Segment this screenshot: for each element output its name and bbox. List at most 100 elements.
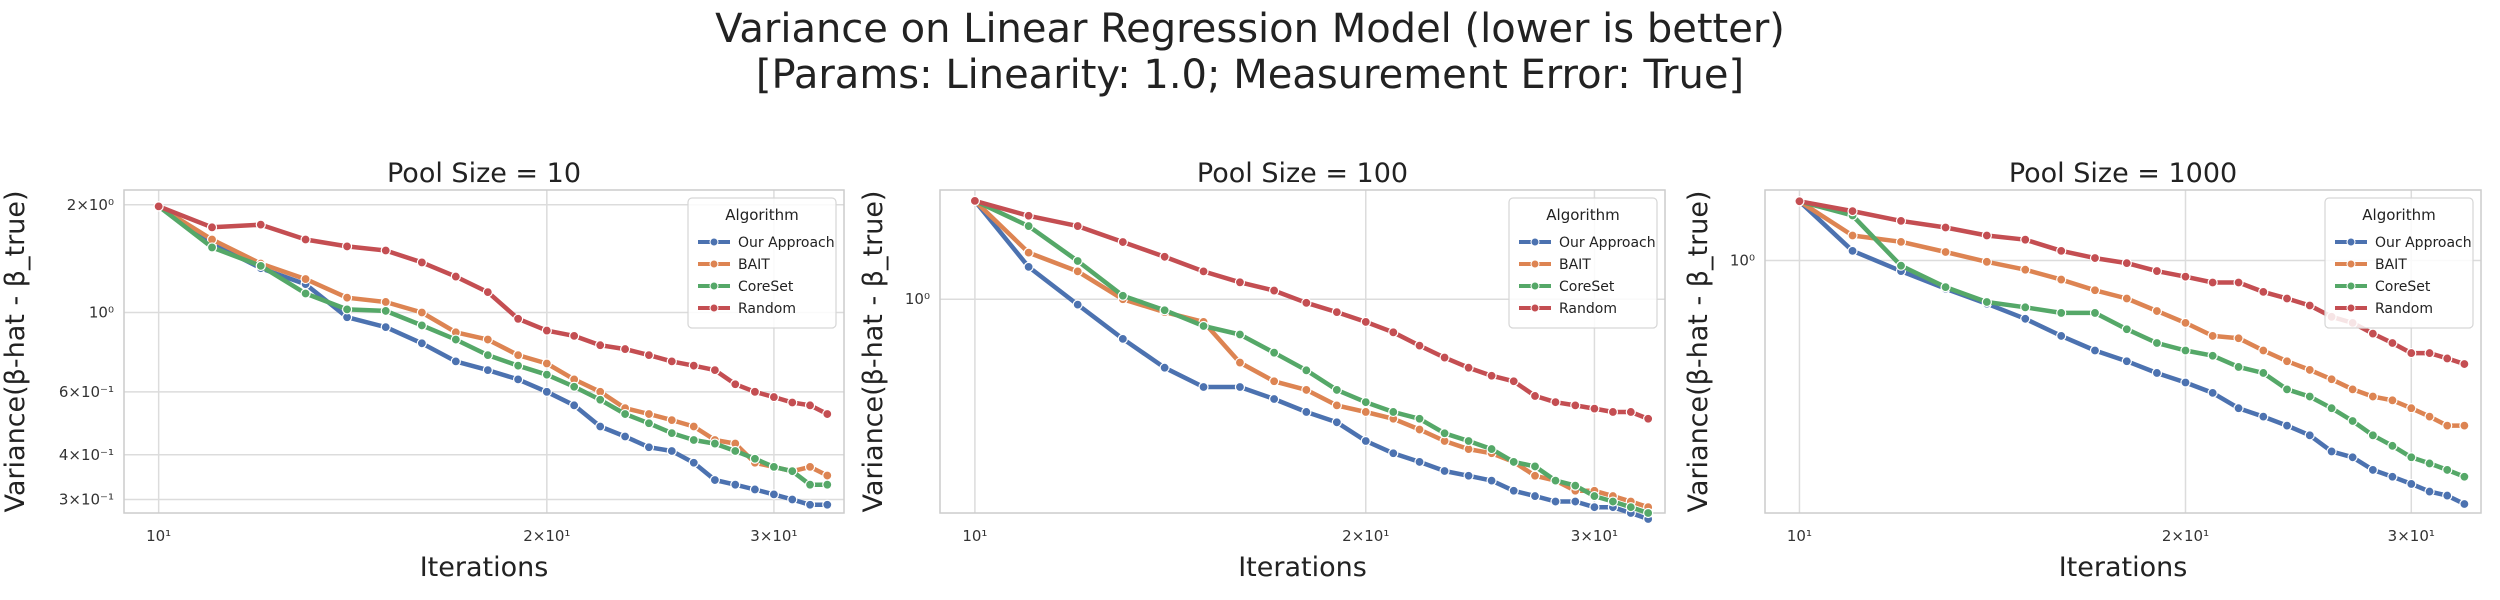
data-point [2459, 420, 2470, 431]
data-point [1159, 305, 1170, 316]
data-point [2459, 358, 2470, 370]
data-point [1269, 376, 1280, 387]
data-point [206, 222, 218, 233]
data-point [2442, 464, 2453, 476]
data-point [1072, 255, 1083, 267]
legend-box [687, 197, 837, 329]
data-point [1117, 333, 1128, 344]
data-point [2304, 430, 2315, 441]
data-point [300, 288, 311, 299]
y-tick-label: 10⁰ [89, 303, 114, 321]
data-point [450, 356, 461, 367]
data-point [2207, 277, 2218, 288]
data-point [2387, 337, 2398, 349]
data-point [2056, 307, 2067, 319]
data-point [1981, 296, 1992, 308]
data-point [749, 484, 761, 495]
data-point [2281, 420, 2293, 431]
y-tick-label: 2×10⁰ [67, 196, 114, 214]
data-point [2442, 420, 2453, 431]
y-tick-label: 10⁰ [1730, 252, 1755, 270]
data-point [1643, 413, 1654, 424]
data-point [2089, 252, 2101, 264]
data-point [1439, 465, 1450, 477]
data-point [1940, 246, 1951, 258]
data-point [1072, 220, 1083, 232]
data-point [541, 358, 552, 369]
data-point [450, 271, 461, 282]
legend-marker [709, 303, 719, 313]
series-coreset [969, 195, 1654, 519]
data-point [1529, 390, 1541, 402]
data-point [2326, 403, 2337, 414]
legend-marker [1530, 303, 1540, 313]
x-axis-label: Iterations [1238, 552, 1367, 583]
y-tick-label: 6×10⁻¹ [59, 383, 114, 401]
x-tick-label: 3×10¹ [1571, 527, 1618, 545]
data-point [969, 195, 980, 206]
series-random [1794, 196, 2470, 370]
legend-title: Algorithm [1546, 206, 1619, 224]
data-point [1360, 316, 1371, 328]
data-point [416, 257, 427, 268]
data-point [341, 292, 353, 303]
data-point [1301, 406, 1312, 418]
legend-label: BAIT [2375, 257, 2407, 273]
data-point [2367, 430, 2378, 441]
panel-pool-1000: 10¹ 2×10¹ 3×10¹ 10⁰ Pool Size = 1000 Iteratio… [1683, 158, 2482, 583]
data-point [1414, 424, 1425, 435]
data-point [1198, 266, 1209, 277]
data-point [1414, 340, 1425, 351]
legend-label: Our Approach [2375, 235, 2472, 251]
data-point [2304, 300, 2315, 311]
data-point [380, 296, 391, 308]
data-point [1198, 381, 1209, 393]
data-point [2367, 328, 2378, 339]
data-point [1486, 475, 1497, 486]
data-point [2207, 330, 2218, 342]
data-point [1940, 282, 1951, 293]
data-point [2347, 452, 2358, 463]
series-random [153, 201, 833, 420]
data-point [1414, 456, 1425, 468]
data-point [541, 369, 552, 380]
data-point [1023, 247, 1034, 258]
x-tick-label: 10¹ [1787, 527, 1812, 545]
legend-marker [2346, 237, 2356, 247]
legend-label: Random [738, 301, 796, 317]
data-point [1463, 435, 1474, 447]
data-point [2367, 464, 2378, 476]
data-point [1508, 485, 1519, 496]
data-point [1508, 376, 1519, 387]
data-point [380, 245, 391, 256]
data-point [1607, 496, 1619, 507]
data-point [768, 461, 780, 473]
data-point [482, 349, 493, 361]
data-point [2258, 345, 2269, 356]
data-point [1570, 496, 1581, 507]
data-point [482, 334, 493, 345]
data-point [2387, 471, 2398, 482]
data-point [513, 313, 524, 324]
data-point [2180, 271, 2191, 282]
legend-label: Random [1559, 301, 1617, 317]
data-point [1486, 370, 1497, 381]
data-point [341, 241, 353, 252]
panel-title: Pool Size = 100 [1197, 158, 1408, 189]
data-point [1301, 365, 1312, 376]
plot-frame [1764, 189, 2482, 514]
data-point [804, 499, 816, 510]
data-point [2406, 347, 2417, 359]
data-point [2442, 353, 2453, 364]
legend-label: BAIT [1559, 257, 1591, 273]
data-point [787, 466, 798, 477]
legend-box [2324, 197, 2474, 329]
data-point [1117, 236, 1128, 248]
data-point [2233, 277, 2244, 288]
data-point [569, 400, 580, 411]
data-point [749, 453, 761, 464]
data-point [2304, 391, 2315, 402]
legend-title: Algorithm [2362, 206, 2435, 224]
data-point [482, 287, 493, 298]
